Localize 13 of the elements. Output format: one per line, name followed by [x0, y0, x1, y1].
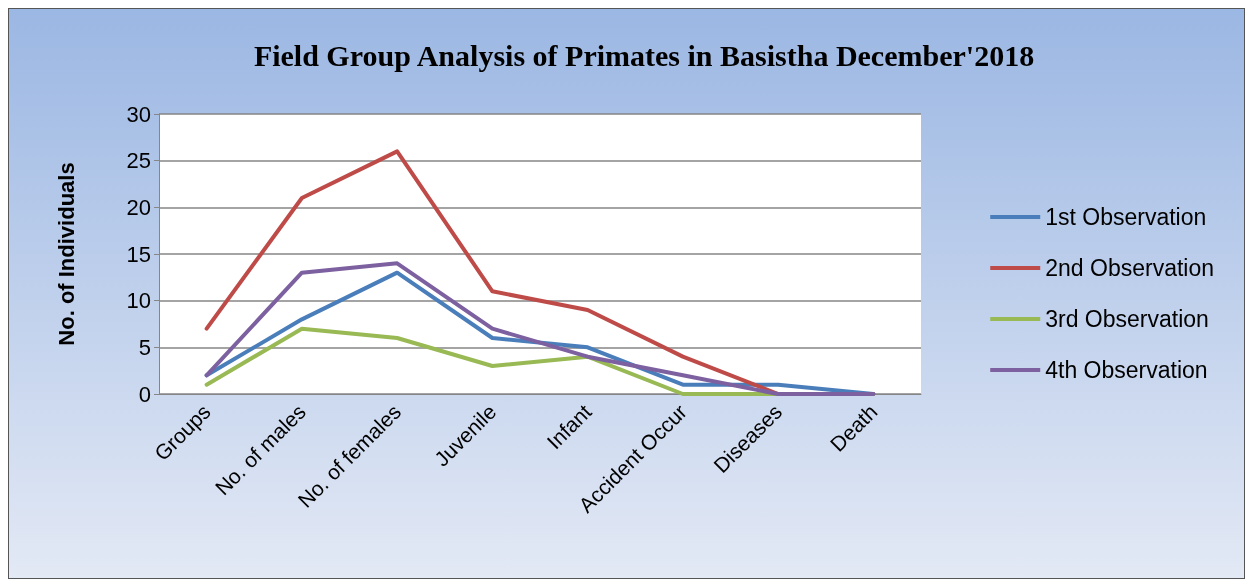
y-tick-label: 20 [126, 194, 151, 220]
legend-label: 2nd Observation [1045, 255, 1215, 281]
legend-label: 3rd Observation [1045, 306, 1209, 332]
y-tick-label: 30 [126, 101, 151, 127]
legend-label: 1st Observation [1045, 204, 1207, 230]
legend-label: 4th Observation [1045, 357, 1208, 383]
y-axis-title: No. of Individuals [53, 162, 79, 346]
y-tick-label: 0 [138, 381, 151, 407]
y-tick-label: 25 [126, 148, 151, 174]
y-tick-label: 10 [126, 288, 151, 314]
chart-title: Field Group Analysis of Primates in Basistha December'2018 [253, 38, 1035, 72]
y-tick-label: 15 [126, 241, 151, 267]
y-tick-label: 5 [138, 334, 151, 360]
